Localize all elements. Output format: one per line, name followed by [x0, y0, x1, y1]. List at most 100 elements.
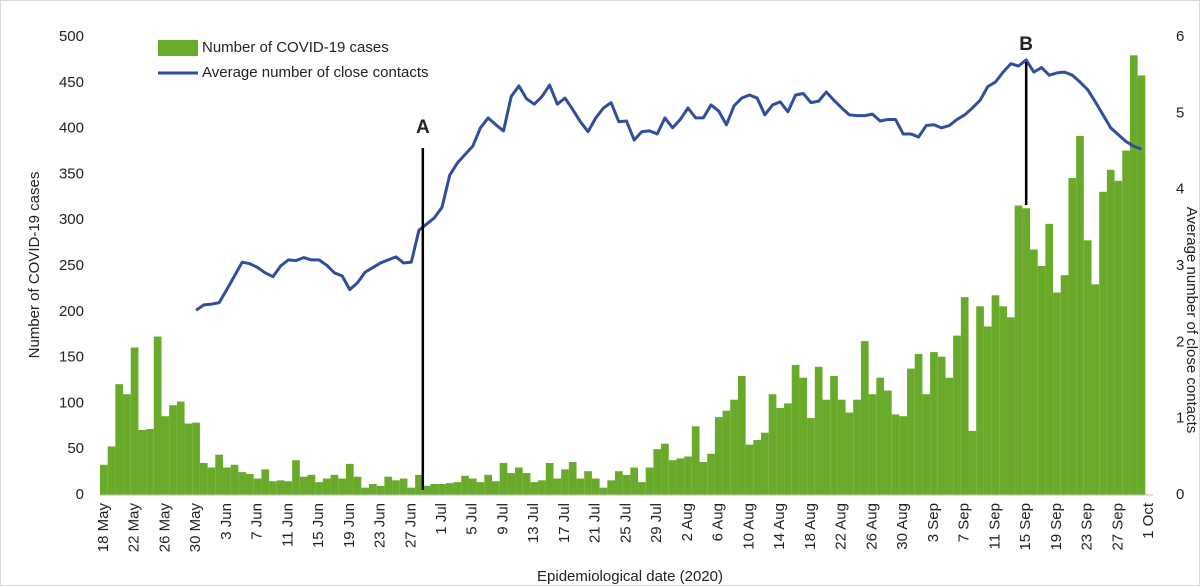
x-tick-label: 29 Jul [648, 503, 665, 543]
bar [453, 482, 462, 495]
bar [322, 478, 331, 495]
bar [714, 417, 723, 495]
bar [930, 352, 938, 495]
bar [422, 485, 431, 495]
x-tick-label: 14 Aug [771, 503, 788, 550]
bar [584, 471, 592, 495]
bar [269, 481, 277, 495]
x-tick-label: 7 Jun [249, 503, 266, 540]
x-tick-label: 18 May [95, 503, 112, 553]
x-tick-label: 5 Jul [464, 503, 481, 535]
bar [199, 462, 208, 495]
bar [215, 454, 223, 495]
bar [530, 482, 539, 495]
bar [676, 458, 685, 495]
x-tick-label: 26 May [156, 503, 173, 553]
bar [983, 326, 992, 495]
bar [292, 460, 300, 495]
bar [853, 399, 861, 495]
bar [845, 412, 854, 495]
x-tick-label: 25 Jul [617, 503, 634, 543]
bar [614, 471, 623, 495]
bar [1083, 240, 1092, 495]
y-tick-label: 300 [59, 211, 84, 228]
legend-label: Average number of close contacts [202, 64, 429, 81]
y2-tick-label: 0 [1176, 486, 1184, 503]
bar [914, 353, 923, 495]
x-tick-label: 13 Jul [525, 503, 542, 543]
y2-tick-label: 4 [1176, 181, 1184, 198]
bar [299, 476, 308, 495]
bar [883, 390, 892, 495]
bar [1053, 292, 1061, 495]
bar [1037, 266, 1046, 495]
bar [1099, 191, 1107, 495]
bar [253, 478, 262, 495]
bar [860, 341, 869, 495]
bar [668, 460, 677, 495]
x-tick-label: 2 Aug [679, 503, 696, 541]
bar [538, 480, 546, 495]
bar [468, 478, 477, 495]
bar [176, 401, 185, 495]
bar [1022, 208, 1031, 496]
bar [345, 463, 354, 495]
bar [146, 429, 154, 495]
bar [653, 449, 662, 495]
bar [922, 394, 931, 495]
x-tick-label: 1 Jul [433, 503, 450, 535]
bar [1114, 180, 1123, 495]
bar [399, 478, 408, 495]
bar [192, 422, 200, 495]
x-tick-label: 30 Aug [894, 503, 911, 550]
bar [868, 394, 877, 495]
bar [491, 481, 500, 495]
bar [876, 377, 884, 495]
bar [953, 335, 961, 495]
bar [830, 375, 838, 495]
bar [284, 481, 293, 495]
x-tick-label: 17 Jul [556, 503, 573, 543]
y-tick-label: 450 [59, 74, 84, 91]
bar [807, 418, 815, 495]
x-tick-label: 30 May [187, 503, 204, 553]
bar [476, 482, 485, 495]
bar [261, 469, 270, 495]
y-tick-label: 500 [59, 28, 84, 45]
bar [276, 480, 285, 495]
legend-label: Number of COVID-19 cases [202, 39, 389, 56]
bar [907, 368, 915, 495]
bar [638, 482, 646, 495]
bar [1076, 135, 1084, 496]
bar [607, 480, 615, 495]
y2-tick-label: 2 [1176, 333, 1184, 350]
bar [745, 444, 754, 495]
bar [1030, 249, 1038, 495]
bar [361, 487, 370, 495]
x-tick-label: 27 Jun [402, 503, 419, 548]
bar [960, 297, 969, 495]
bar [330, 474, 339, 495]
bar [799, 377, 808, 495]
bar [699, 462, 708, 495]
bar [768, 394, 777, 495]
y-tick-label: 200 [59, 303, 84, 320]
annotation: A [416, 117, 430, 138]
bar [561, 469, 569, 495]
y-tick-label: 250 [59, 257, 84, 274]
bar [1129, 55, 1138, 495]
bar [430, 484, 439, 495]
y2-tick-label: 6 [1176, 28, 1184, 45]
bar [722, 410, 731, 495]
bar [999, 306, 1007, 495]
bar [791, 364, 800, 495]
bar [499, 462, 508, 495]
bar [1106, 169, 1115, 495]
x-tick-label: 6 Aug [710, 503, 727, 541]
y-tick-label: 150 [59, 349, 84, 366]
x-tick-label: 10 Aug [740, 503, 757, 550]
x-tick-label: 18 Aug [802, 503, 819, 550]
x-tick-label: 21 Jul [587, 503, 604, 543]
bar [445, 483, 454, 495]
